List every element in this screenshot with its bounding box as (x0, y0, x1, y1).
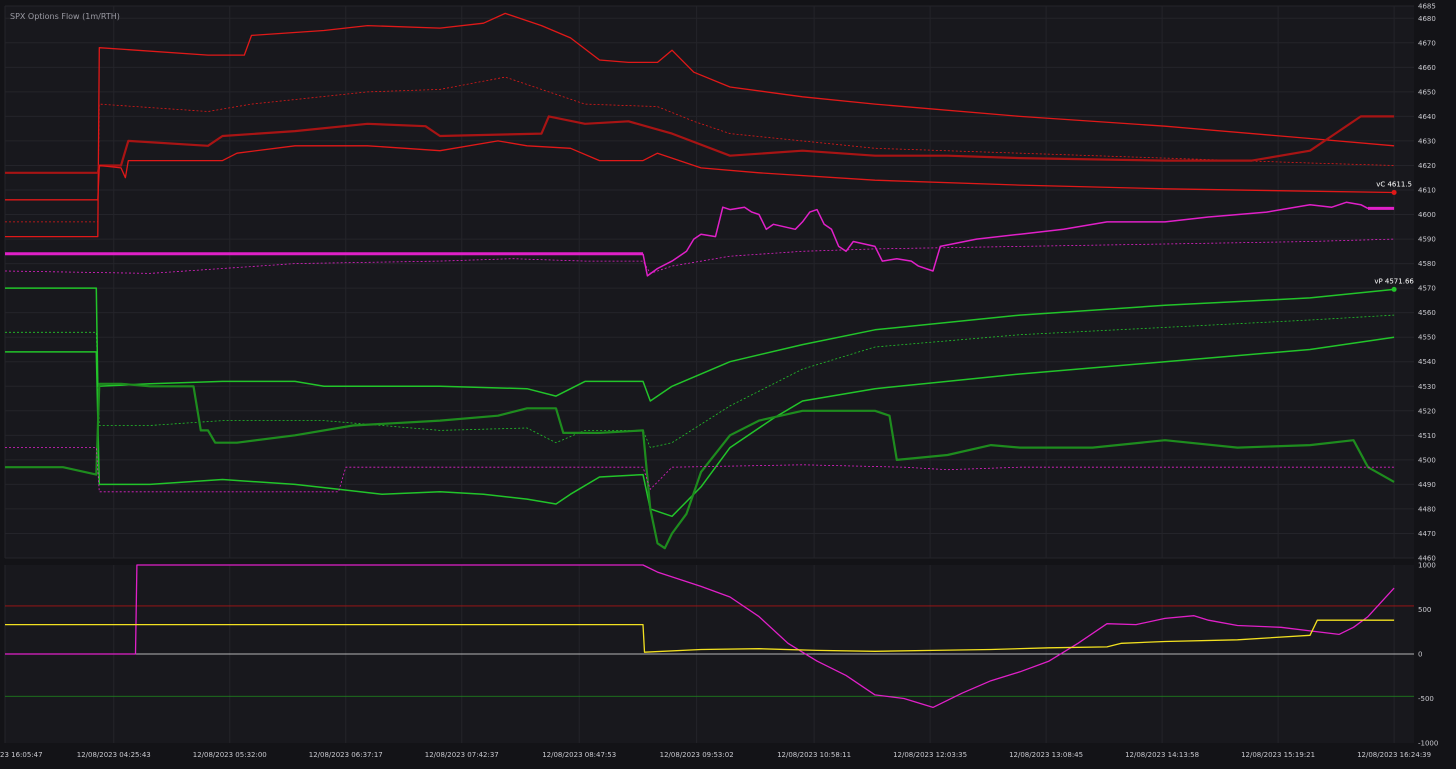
series-line (5, 12, 1395, 238)
y-tick-label: 4620 (1418, 162, 1436, 170)
y-tick-label: 4590 (1418, 236, 1436, 244)
y-tick-label: 4660 (1418, 64, 1436, 72)
x-tick-label: 23 16:05:47 (0, 751, 43, 759)
series-line (5, 564, 1395, 709)
series-line (5, 619, 1395, 653)
x-tick-label: 12/08/2023 15:19:21 (1241, 751, 1315, 759)
y-tick-label: 4680 (1418, 15, 1436, 23)
y-tick-label: 4570 (1418, 285, 1436, 293)
series-line (5, 115, 1395, 174)
x-tick-label: 12/08/2023 12:03:35 (893, 751, 967, 759)
x-tick-label: 12/08/2023 07:42:37 (425, 751, 499, 759)
series-line (5, 382, 1395, 550)
x-tick-label: 12/08/2023 09:53:02 (660, 751, 734, 759)
x-tick-label: 12/08/2023 05:32:00 (193, 751, 267, 759)
y-tick-label: 4550 (1418, 334, 1436, 342)
end-marker (1391, 189, 1397, 195)
y-tick-label: -1000 (1418, 740, 1438, 748)
y-tick-label: 4650 (1418, 88, 1436, 96)
y-tick-label: 4510 (1418, 432, 1436, 440)
y-tick-label: 500 (1418, 606, 1431, 614)
x-tick-label: 12/08/2023 04:25:43 (77, 751, 151, 759)
y-tick-label: 4520 (1418, 407, 1436, 415)
series-layer: vC 4611.5 vP 4571.66 (4, 12, 1414, 709)
series-line (5, 447, 1395, 493)
y-tick-label: 1000 (1418, 562, 1436, 570)
price-panel (5, 6, 1414, 558)
y-tick-label: 4480 (1418, 505, 1436, 513)
y-tick-label: 4640 (1418, 113, 1436, 121)
y-tick-label: 4500 (1418, 456, 1436, 464)
series-line (5, 336, 1395, 518)
y-tick-label: 0 (1418, 651, 1422, 659)
value-annotation: vC 4611.5 (1376, 180, 1412, 188)
y-tick-label: 4685 (1418, 3, 1436, 11)
series-line (5, 140, 1395, 201)
y-tick-label: 4600 (1418, 211, 1436, 219)
y-tick-label: 4630 (1418, 137, 1436, 145)
y-tick-label: 4470 (1418, 530, 1436, 538)
reference-lines (5, 605, 1414, 697)
series-line (4, 238, 1395, 274)
y-tick-label: 4580 (1418, 260, 1436, 268)
y-tick-label: 4560 (1418, 309, 1436, 317)
y-tick-label: 4490 (1418, 481, 1436, 489)
x-tick-label: 12/08/2023 10:58:11 (777, 751, 851, 759)
end-marker (1391, 286, 1397, 292)
y-tick-label: 4460 (1418, 555, 1436, 563)
value-annotation: vP 4571.66 (1374, 277, 1414, 285)
x-tick-label: 12/08/2023 06:37:17 (309, 751, 383, 759)
axis-layer: 4460 4470 4480 4490 4500 4510 4520 4530 4540 4550… (0, 3, 1438, 760)
series-line (5, 76, 1395, 223)
chart-title: SPX Options Flow (1m/RTH) (10, 12, 120, 21)
series-line (5, 287, 1395, 402)
series-line (642, 201, 1369, 277)
y-tick-label: 4670 (1418, 39, 1436, 47)
y-tick-label: -500 (1418, 695, 1434, 703)
y-tick-label: 4540 (1418, 358, 1436, 366)
x-tick-label: 12/08/2023 08:47:53 (542, 751, 616, 759)
y-tick-label: 4610 (1418, 187, 1436, 195)
series-line (5, 314, 1395, 448)
x-tick-label: 12/08/2023 13:08:45 (1009, 751, 1083, 759)
x-tick-label: 12/08/2023 14:13:58 (1125, 751, 1199, 759)
x-tick-label: 12/08/2023 16:24:39 (1357, 751, 1431, 759)
y-tick-label: 4530 (1418, 383, 1436, 391)
